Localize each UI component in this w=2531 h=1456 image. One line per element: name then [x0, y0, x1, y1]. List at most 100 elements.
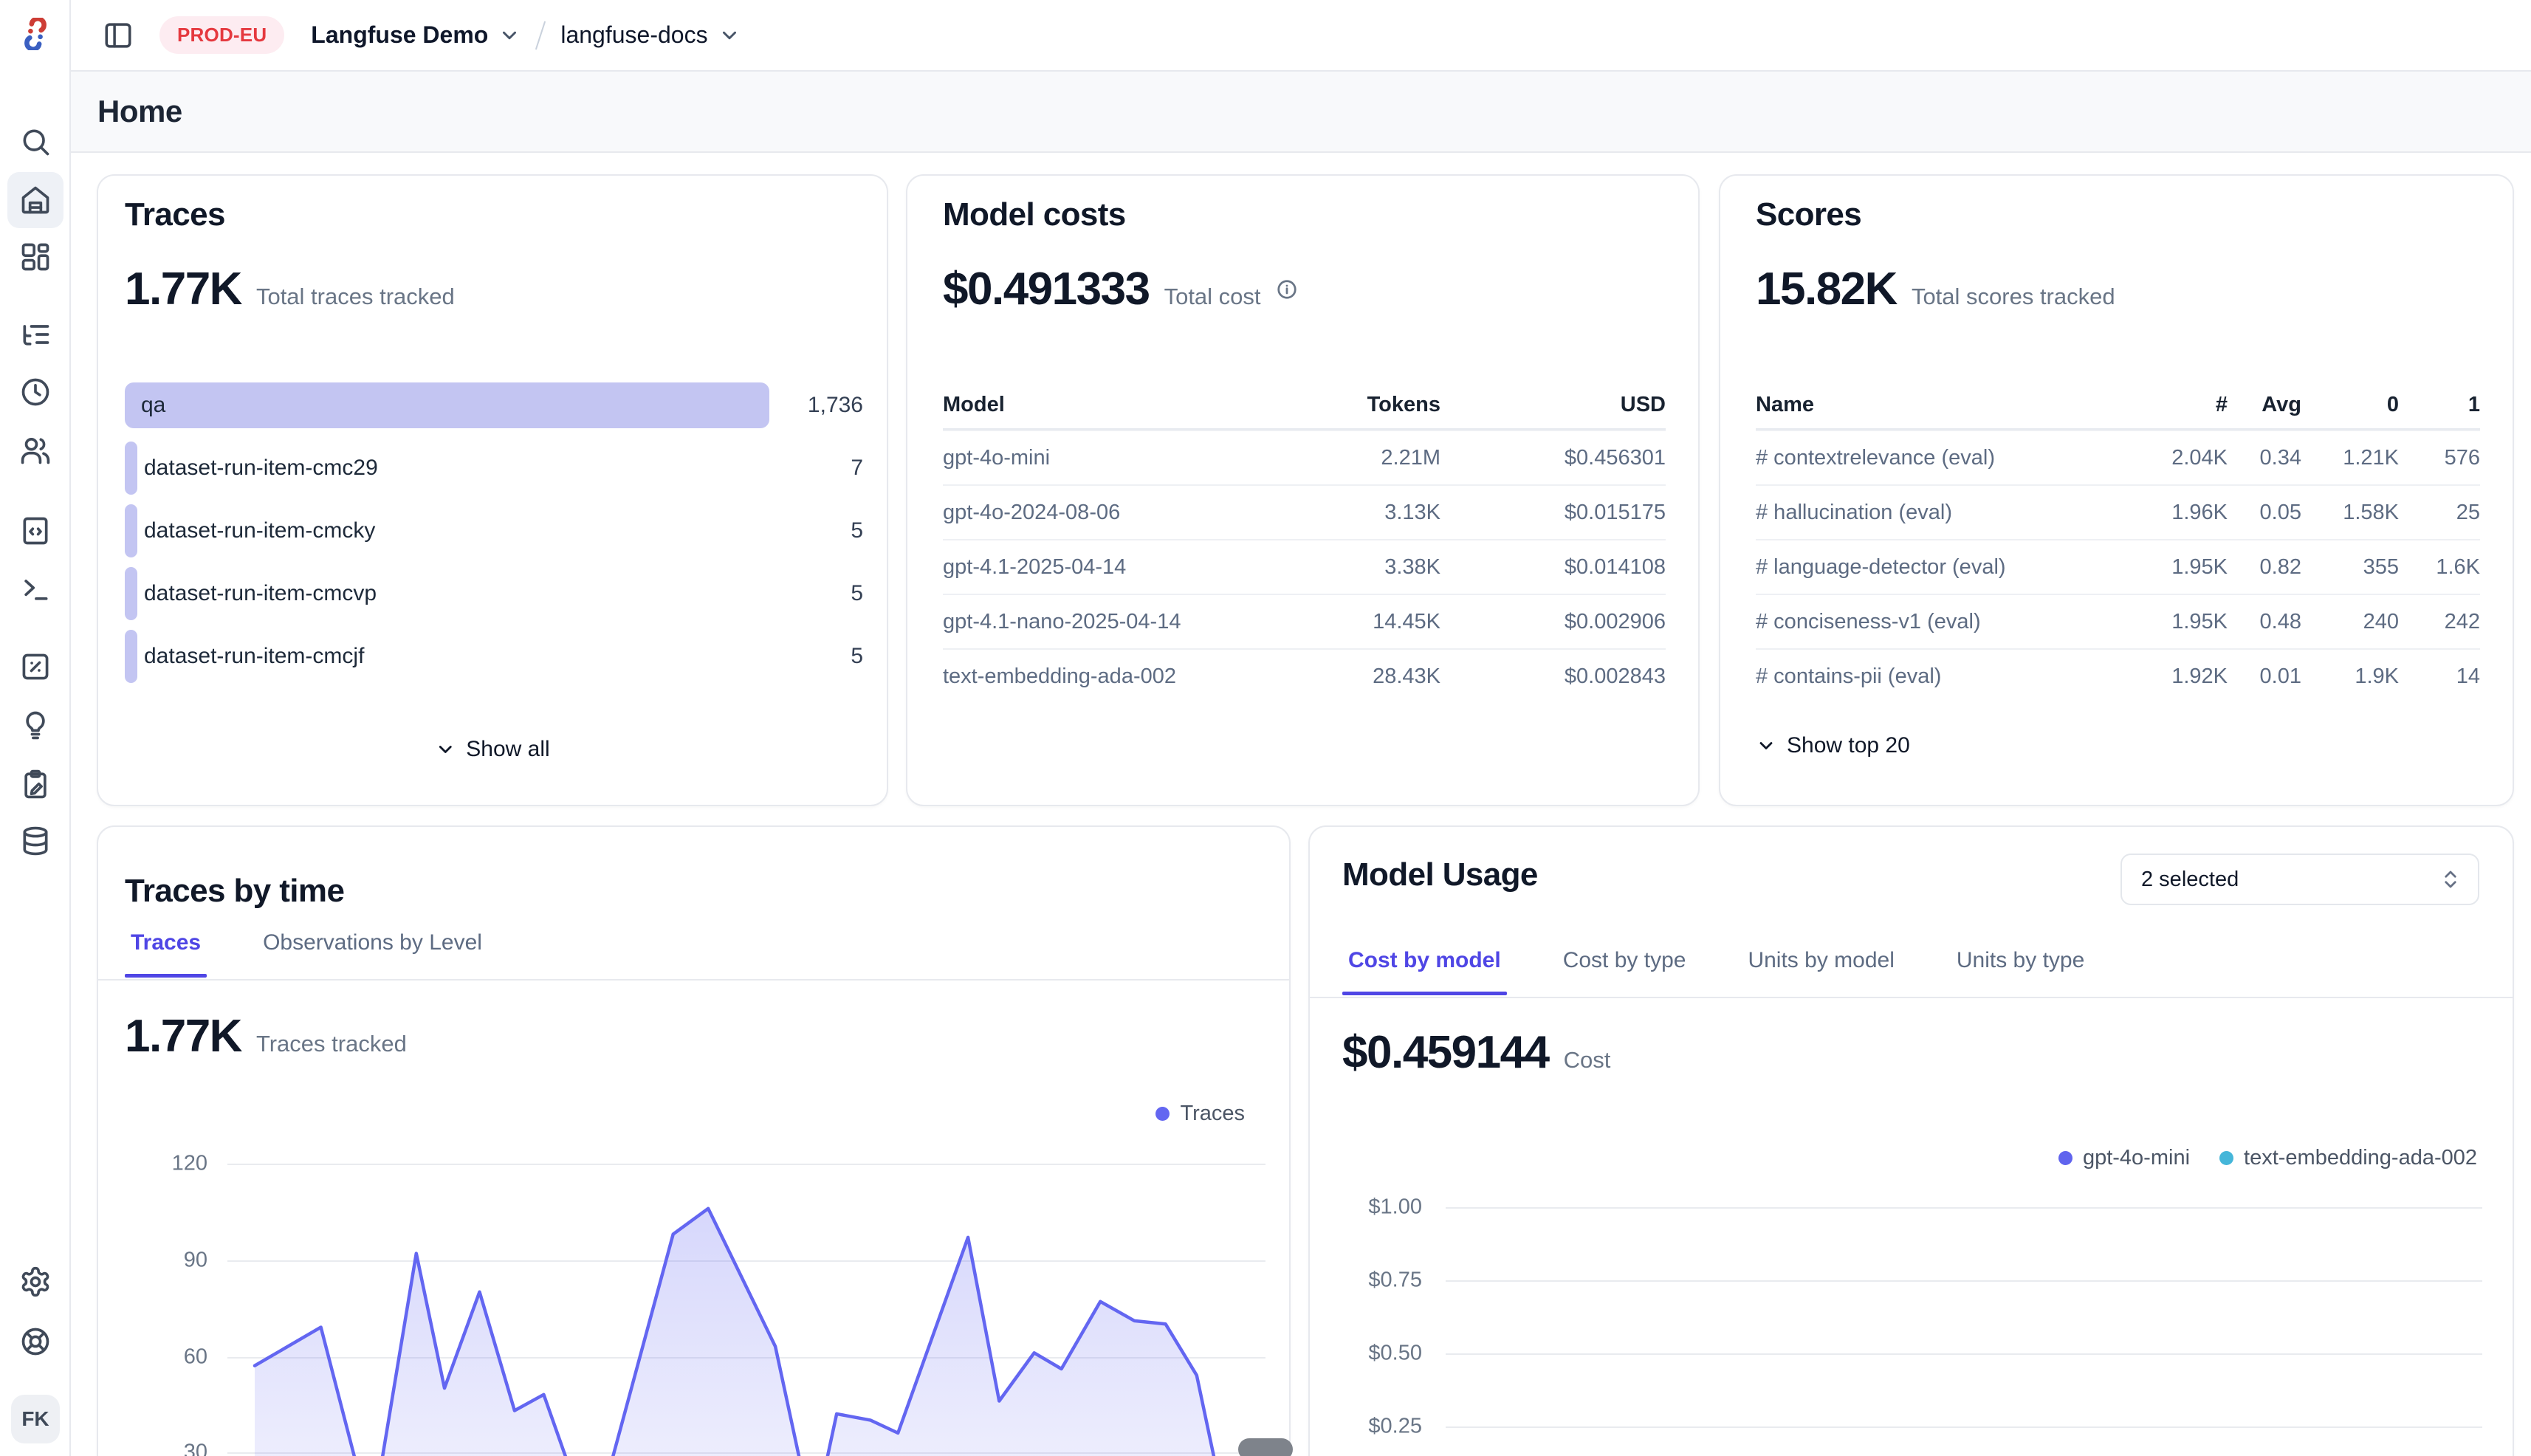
square-percent-icon[interactable]: [7, 639, 63, 695]
topbar: PROD-EU Langfuse Demo langfuse-docs: [71, 0, 2531, 72]
tab-units-by-model[interactable]: Units by model: [1748, 948, 1894, 994]
org-switcher[interactable]: Langfuse Demo: [311, 21, 521, 49]
model-usage-card: Model Usage 2 selected Cost by model Cos…: [1308, 825, 2514, 1456]
col-name: Name: [1756, 393, 2120, 417]
y-tick: 30: [119, 1440, 207, 1456]
model-select-value: 2 selected: [2141, 868, 2239, 892]
table-row[interactable]: text-embedding-ada-002 28.43K $0.002843: [943, 648, 1666, 703]
traces-tracked-value: 1.77K: [125, 1010, 241, 1062]
model-costs-card: Model costs $0.491333 Total cost Model T…: [906, 174, 1700, 806]
model-usage-tabs: Cost by model Cost by type Units by mode…: [1348, 948, 2084, 994]
show-top-20-label: Show top 20: [1787, 733, 1910, 758]
list-item[interactable]: dataset-run-item-cmcjf 5: [125, 625, 863, 687]
total-cost: $0.491333: [943, 263, 1150, 315]
score-zero: 1.58K: [2301, 501, 2399, 525]
traces-bar-list: qa 1,736 dataset-run-item-cmc29 7 datase…: [125, 374, 863, 687]
terminal-icon[interactable]: [7, 561, 63, 617]
list-item[interactable]: dataset-run-item-cmcky 5: [125, 499, 863, 562]
table-row[interactable]: # language-detector (eval) 1.95K 0.82 35…: [1756, 539, 2480, 594]
model-costs-title: Model costs: [943, 196, 1126, 233]
traces-total-label: Total traces tracked: [256, 284, 455, 310]
legend-item-text-embedding-ada-002[interactable]: text-embedding-ada-002: [2219, 1146, 2477, 1170]
file-code-icon[interactable]: [7, 503, 63, 559]
score-avg: 0.01: [2228, 665, 2301, 689]
lightbulb-icon[interactable]: [7, 697, 63, 753]
gridline: [1446, 1353, 2482, 1355]
tab-traces[interactable]: Traces: [131, 930, 201, 976]
legend-dot: [2219, 1151, 2233, 1165]
score-count: 1.92K: [2120, 665, 2228, 689]
gear-icon[interactable]: [7, 1254, 63, 1310]
score-count: 2.04K: [2120, 446, 2228, 470]
table-row[interactable]: # hallucination (eval) 1.96K 0.05 1.58K …: [1756, 484, 2480, 539]
traces-tracked-label: Traces tracked: [256, 1031, 407, 1057]
tab-units-by-type[interactable]: Units by type: [1957, 948, 2084, 994]
user-avatar[interactable]: FK: [11, 1395, 60, 1443]
score-count: 1.95K: [2120, 555, 2228, 580]
score-one: 1.6K: [2399, 555, 2480, 580]
show-all-button[interactable]: Show all: [435, 737, 549, 762]
score-one: 242: [2399, 610, 2480, 634]
legend-label: gpt-4o-mini: [2083, 1146, 2190, 1170]
score-name: # language-detector (eval): [1756, 555, 2120, 580]
trace-count: 5: [851, 581, 863, 606]
tab-cost-by-model[interactable]: Cost by model: [1348, 948, 1501, 994]
table-row[interactable]: # contextrelevance (eval) 2.04K 0.34 1.2…: [1756, 430, 2480, 484]
sidebar-toggle-icon[interactable]: [97, 15, 139, 56]
dashboard-grid-icon[interactable]: [7, 229, 63, 285]
home-icon[interactable]: [7, 172, 63, 228]
list-item[interactable]: dataset-run-item-cmc29 7: [125, 436, 863, 499]
score-one: 14: [2399, 665, 2480, 689]
col-count: #: [2120, 393, 2228, 417]
model-tokens: 3.13K: [1256, 501, 1440, 525]
list-item[interactable]: dataset-run-item-cmcvp 5: [125, 562, 863, 625]
gridline: [1446, 1207, 2482, 1209]
table-row[interactable]: gpt-4.1-2025-04-14 3.38K $0.014108: [943, 539, 1666, 594]
breadcrumb-separator: [535, 21, 546, 49]
table-row[interactable]: # conciseness-v1 (eval) 1.95K 0.48 240 2…: [1756, 594, 2480, 648]
chart-legend: Traces: [1155, 1102, 1245, 1126]
chevron-down-icon: [718, 24, 741, 47]
legend-label: text-embedding-ada-002: [2244, 1146, 2477, 1170]
gridline: [1446, 1280, 2482, 1282]
info-icon[interactable]: [1276, 278, 1298, 301]
tabs-divider: [1310, 997, 2513, 998]
page-header: Home: [71, 72, 2531, 153]
tab-observations-by-level[interactable]: Observations by Level: [263, 930, 482, 976]
score-one: 576: [2399, 446, 2480, 470]
table-row[interactable]: gpt-4o-2024-08-06 3.13K $0.015175: [943, 484, 1666, 539]
col-model: Model: [943, 393, 1256, 417]
table-row[interactable]: gpt-4o-mini 2.21M $0.456301: [943, 430, 1666, 484]
tabs-divider: [98, 979, 1289, 981]
trace-bar: [125, 630, 137, 683]
model-usage-title: Model Usage: [1342, 856, 1538, 893]
list-tree-icon[interactable]: [7, 306, 63, 363]
trace-count: 5: [851, 644, 863, 669]
search-icon[interactable]: [7, 114, 63, 170]
model-select[interactable]: 2 selected: [2120, 854, 2479, 905]
score-zero: 1.9K: [2301, 665, 2399, 689]
table-row[interactable]: # contains-pii (eval) 1.92K 0.01 1.9K 14: [1756, 648, 2480, 703]
score-name: # contextrelevance (eval): [1756, 446, 2120, 470]
list-item[interactable]: qa 1,736: [125, 374, 863, 436]
project-switcher[interactable]: langfuse-docs: [560, 21, 740, 49]
scrollbar-thumb[interactable]: [1238, 1438, 1293, 1456]
tab-cost-by-type[interactable]: Cost by type: [1563, 948, 1686, 994]
traces-card: Traces 1.77K Total traces tracked qa 1,7…: [97, 174, 888, 806]
trace-count: 1,736: [808, 393, 863, 418]
model-usd: $0.014108: [1440, 555, 1666, 580]
clock-icon[interactable]: [7, 364, 63, 420]
show-top-20-button[interactable]: Show top 20: [1756, 733, 1910, 758]
legend-item-gpt-4o-mini[interactable]: gpt-4o-mini: [2058, 1146, 2190, 1170]
database-icon[interactable]: [7, 813, 63, 869]
users-icon[interactable]: [7, 422, 63, 478]
trace-bar: [125, 442, 137, 495]
page-title: Home: [97, 94, 182, 129]
table-row[interactable]: gpt-4.1-nano-2025-04-14 14.45K $0.002906: [943, 594, 1666, 648]
legend-item-traces[interactable]: Traces: [1155, 1102, 1245, 1126]
traces-total: 1.77K: [125, 263, 241, 315]
life-buoy-icon[interactable]: [7, 1314, 63, 1370]
clipboard-pen-icon[interactable]: [7, 756, 63, 812]
scores-total-label: Total scores tracked: [1912, 284, 2115, 310]
environment-badge[interactable]: PROD-EU: [159, 16, 284, 54]
